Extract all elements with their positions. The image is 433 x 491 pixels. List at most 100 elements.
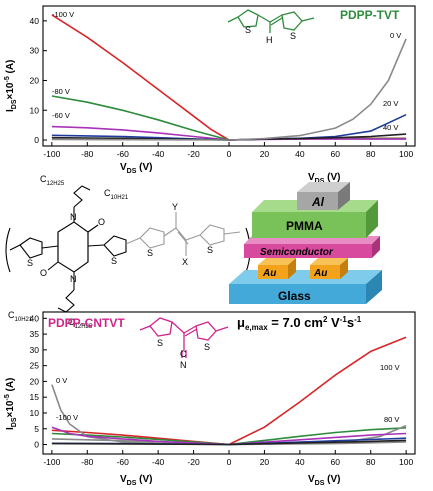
chart-top-ylabel: IDS×10-5 (A) [4,60,18,112]
label-top-40: 40 V [383,123,398,132]
device-schematic: Al PMMA Semiconductor Au Au Glass [229,182,382,304]
struct-s-gray1: S [147,248,153,258]
chart-bottom-title: PDPP-CNTVT [48,316,125,330]
bot-ytick-label-3: 15 [30,392,40,402]
bot-xtick-label-7: 40 [295,457,305,467]
chart-pdpp-tvt: -100 -80 -60 -40 -20 0 20 40 60 80 100 0 10 20 30 40 V… [4,5,416,185]
struct-s-gray2: S [207,245,213,255]
top-xtick-label-3: -40 [152,149,165,159]
label-semiconductor: Semiconductor [260,247,334,258]
chart-top-x-ticks: -100 -80 -60 -40 -20 0 20 40 60 80 100 [43,142,414,159]
top-xtick-label-0: -100 [43,149,60,159]
label-bot-m100: -100 V [56,413,78,422]
cntvt-n: N [180,360,187,370]
chart-bottom-series [51,336,407,446]
bot-series-4 [51,426,407,446]
label-au-left: Au [262,268,276,279]
top-xtick-label-2: -60 [117,149,130,159]
bot-ytick-label-1: 5 [34,424,39,434]
chart-bottom-mobility: μe,max = 7.0 cm2 V-1s-1 [237,315,362,332]
cntvt-s2: S [204,342,210,352]
chart-bottom-x-ticks: -100 -80 -60 -40 -20 0 20 40 60 80 100 [43,450,414,467]
struct-n-top: N [70,212,77,222]
top-ytick-label-1: 10 [30,105,40,115]
top-xtick-label-10: 100 [399,149,413,159]
bot-series-0 [51,336,407,446]
top-ytick-label-0: 0 [34,135,39,145]
label-top-m80: -80 V [52,87,70,96]
top-xtick-label-6: 20 [260,149,270,159]
struct-alkyl-top2: C10H21 [104,188,129,201]
chart-top-series [51,14,407,141]
label-au-right: Au [313,268,327,279]
chart-bottom-ylabel: IDS×10-5 (A) [4,378,18,430]
label-bot-0: 0 V [56,376,67,385]
bot-xtick-label-3: -40 [152,457,165,467]
label-glass: Glass [278,289,311,303]
bot-series-3 [51,384,407,446]
bot-series-6 [51,439,407,446]
layer-au-right [310,258,348,265]
cntvt-c: C [180,349,187,359]
tvt-molecule [227,9,315,33]
label-bot-100: 100 V [380,363,400,372]
bot-xtick-label-10: 100 [399,457,413,467]
chart-bottom-xlabel: VDS (V) [120,474,153,487]
struct-o-top: O [98,217,105,227]
top-series-0 [51,14,407,141]
cntvt-s1: S [157,338,163,348]
top-xtick-label-8: 60 [331,149,341,159]
chart-bottom-xlabel-right: VDS (V) [308,474,341,487]
bot-xtick-label-1: -80 [81,457,94,467]
bot-xtick-label-9: 80 [366,457,376,467]
label-top-m100: -100 V [52,10,74,19]
label-al: Al [311,195,325,209]
bot-ytick-label-4: 20 [30,376,40,386]
tvt-h: H [266,35,273,45]
chart-top-title: PDPP-TVT [340,8,400,22]
struct-s-right: S [111,256,117,266]
label-top-0: 0 V [390,31,401,40]
top-series-5 [51,38,407,141]
layer-semiconductor [244,244,372,258]
struct-y: Y [172,202,178,212]
label-bot-80: 80 V [384,415,399,424]
struct-alkyl-top: C12H25 [40,174,65,187]
tvt-s2: S [290,31,296,41]
layer-au-left [258,258,296,265]
struct-n-bottom: N [70,274,77,284]
chart-pdpp-cntvt: -100 -80 -60 -40 -20 0 20 40 60 80 100 0 5 10 15 20 25 3… [4,311,416,487]
top-xtick-label-7: 40 [295,149,305,159]
chart-top-y-ticks: 0 10 20 30 40 [30,16,47,145]
top-xtick-label-9: 80 [366,149,376,159]
chart-bottom-y-ticks: 0 5 10 15 20 25 30 35 40 [30,313,47,450]
chart-top-xlabel: VDS (V) [120,162,153,175]
bot-ytick-label-0: 0 [34,440,39,450]
struct-s-left: S [27,258,33,268]
bot-xtick-label-5: 0 [227,457,232,467]
label-top-20: 20 V [383,99,398,108]
bot-ytick-label-5: 25 [30,361,40,371]
bot-xtick-label-8: 60 [331,457,341,467]
struct-o-bottom: O [40,268,47,278]
top-ytick-label-3: 30 [30,46,40,56]
layer-al [297,192,338,210]
bot-xtick-label-0: -100 [43,457,60,467]
bot-ytick-label-6: 30 [30,345,40,355]
bot-ytick-label-7: 35 [30,329,40,339]
struct-x: X [182,257,188,267]
cntvt-molecule [139,317,229,358]
layer-pmma [252,212,366,238]
top-xtick-label-5: 0 [227,149,232,159]
label-pmma: PMMA [286,219,323,233]
tvt-s1: S [245,25,251,35]
polymer-structure: C12H25 C10H21 C10H21 C12H25 O O N N S S … [5,174,255,330]
top-xtick-label-4: -20 [187,149,200,159]
bot-xtick-label-4: -20 [187,457,200,467]
bot-xtick-label-2: -60 [117,457,130,467]
label-top-m60: -60 V [52,111,70,120]
top-xtick-label-1: -80 [81,149,94,159]
top-ytick-label-2: 20 [30,75,40,85]
bot-ytick-label-8: 40 [30,313,40,323]
